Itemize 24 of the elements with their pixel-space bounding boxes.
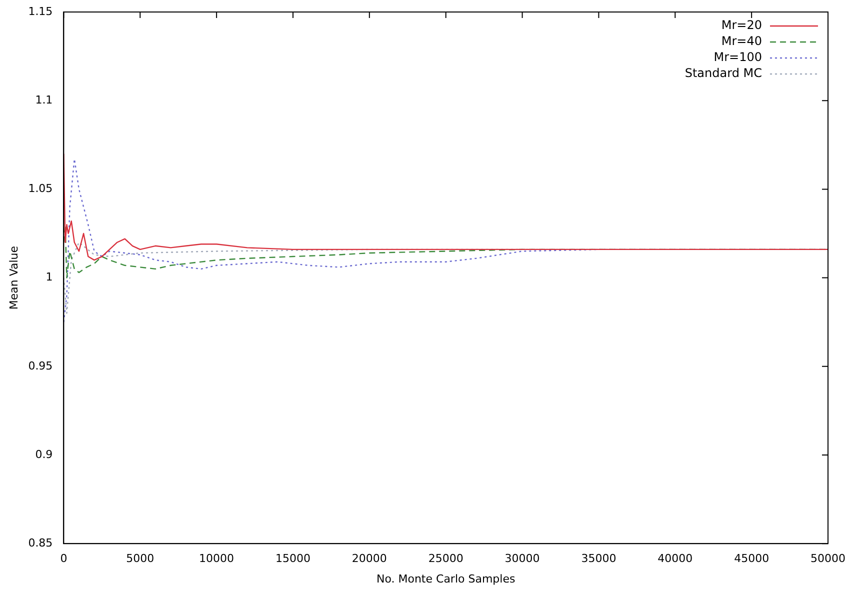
y-tick-label: 1.15 <box>28 4 53 18</box>
y-tick-label: 0.9 <box>35 448 53 461</box>
legend-label: Mr=40 <box>721 34 762 48</box>
x-tick-label: 50000 <box>810 552 846 566</box>
y-tick-label: 1.1 <box>35 93 53 106</box>
x-tick-label: 25000 <box>428 552 464 566</box>
y-axis-title: Mean Value <box>7 246 20 310</box>
y-tick-label: 0.95 <box>28 359 53 372</box>
x-tick-label: 20000 <box>352 552 387 566</box>
x-tick-label: 5000 <box>126 552 154 566</box>
y-tick-label: 0.85 <box>28 536 53 550</box>
legend-label: Mr=100 <box>714 50 762 64</box>
legend-label: Mr=20 <box>721 18 762 32</box>
x-tick-label: 10000 <box>199 552 234 566</box>
x-tick-label: 40000 <box>658 552 693 566</box>
x-tick-label: 30000 <box>504 552 540 566</box>
x-tick-label: 15000 <box>275 552 310 566</box>
x-axis-title: No. Monte Carlo Samples <box>376 572 516 586</box>
legend-label: Standard MC <box>684 66 762 80</box>
y-tick-label: 1 <box>46 270 53 284</box>
y-tick-label: 1.05 <box>28 182 53 196</box>
x-tick-label: 45000 <box>734 552 770 566</box>
x-tick-label: 0 <box>60 552 68 566</box>
x-tick-label: 35000 <box>581 552 616 566</box>
